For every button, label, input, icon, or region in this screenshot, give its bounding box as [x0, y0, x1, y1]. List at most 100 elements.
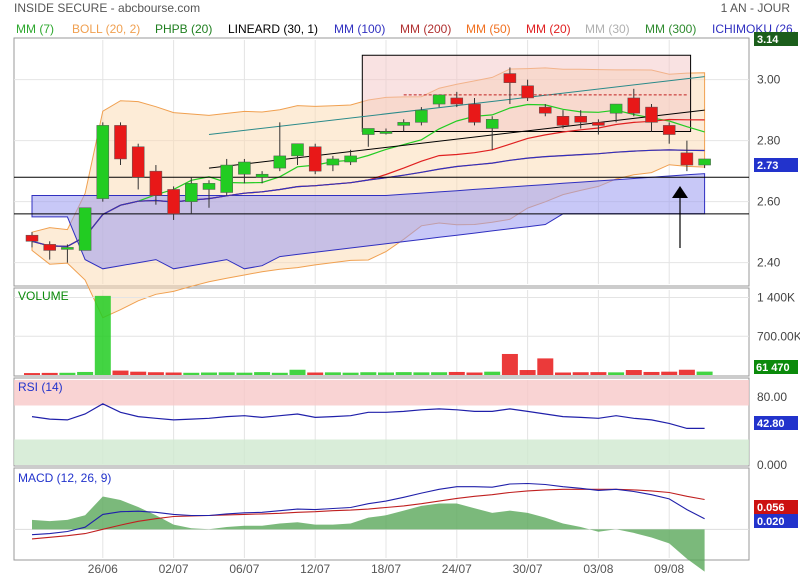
volume-bar: [201, 372, 217, 375]
volume-bar: [218, 372, 235, 375]
overlays: [14, 54, 749, 319]
volume-tick-label: 700.00K: [757, 329, 800, 343]
candle-body: [202, 183, 216, 190]
candlesticks: [25, 67, 711, 263]
candle-body: [627, 97, 641, 114]
high-value-box: [754, 32, 798, 46]
y-tick-label: 2.80: [757, 134, 781, 148]
candle-body: [326, 158, 340, 166]
legend-mm200: MM (200): [400, 22, 451, 36]
candle-body: [539, 106, 552, 114]
candle-body: [432, 94, 446, 105]
candle-body: [450, 97, 464, 105]
x-tick-label: 26/06: [88, 562, 118, 576]
volume-panel-frame: [13, 287, 750, 377]
macd-value-label: 0.020: [757, 516, 785, 528]
volume-bar: [431, 372, 448, 375]
macd-value-box: [754, 514, 798, 528]
macd-histogram: [32, 496, 705, 572]
volume-bar: [24, 373, 40, 375]
candle-body: [220, 164, 233, 193]
volume-bar: [572, 372, 589, 375]
candle-body: [308, 146, 322, 172]
volume-bar: [519, 370, 536, 375]
volume-bar: [254, 372, 271, 375]
macd-title: MACD (12, 26, 9): [18, 471, 111, 485]
volume-bar: [625, 370, 642, 375]
high-value-label: 3.14: [757, 34, 779, 46]
chart-title: INSIDE SECURE - abcbourse.com: [14, 1, 200, 15]
x-tick-label: 12/07: [300, 562, 330, 576]
volume-bar: [59, 372, 76, 375]
volume-bar: [395, 372, 412, 375]
x-axis: 26/06 02/07 06/07 12/07 18/07 24/07 30/07 03/08…: [88, 562, 685, 576]
volume-tick-label: 1 400K: [757, 291, 795, 305]
candle-body: [273, 155, 287, 169]
last-price-box: [754, 158, 798, 172]
candle-body: [43, 244, 56, 251]
mm100-line: [31, 149, 705, 248]
rsi-oversold-zone: [14, 439, 749, 465]
legend-mm7: MM (7): [16, 22, 54, 36]
rsi-value-label: 42.80: [757, 418, 785, 430]
candle-body: [468, 103, 481, 123]
x-tick-label: 06/07: [229, 562, 259, 576]
volume-bar: [537, 358, 554, 375]
x-tick-label: 18/07: [371, 562, 401, 576]
volume-bars: 1 400K 700.00K: [14, 291, 800, 375]
rsi-line: [31, 403, 705, 429]
candle-body: [503, 73, 517, 83]
volume-bar: [661, 371, 678, 375]
candle-body: [25, 234, 39, 242]
candle-body: [415, 109, 428, 123]
volume-bar: [289, 369, 306, 375]
volume-bar: [678, 369, 695, 375]
legend-phpb: PHPB (20): [155, 22, 212, 36]
legend-mm30: MM (30): [585, 22, 630, 36]
candle-body: [185, 183, 198, 202]
rsi-overbought-zone: [14, 380, 749, 406]
candle-body: [680, 152, 694, 166]
candle-body: [238, 161, 251, 175]
volume-bar: [643, 371, 660, 375]
candle-body: [131, 146, 145, 178]
right-axis: 2.40 2.60 2.80 3.00: [757, 73, 781, 270]
candle-body: [96, 125, 110, 199]
legend-mm100: MM (100): [334, 22, 385, 36]
last-price-label: 2.73: [757, 160, 778, 172]
volume-bar: [501, 353, 518, 375]
candle-body: [698, 158, 711, 166]
linear-regression-line: [208, 109, 705, 169]
macd-plot: [14, 482, 749, 572]
signal-value-box: [754, 500, 798, 514]
y-tick-label: 2.40: [757, 256, 781, 270]
candle-body: [78, 207, 92, 251]
candle-body: [114, 125, 127, 160]
y-tick-label: 2.60: [757, 195, 781, 209]
candle-body: [662, 125, 676, 135]
volume-bar: [41, 372, 58, 375]
period-label: 1 AN - JOUR: [721, 1, 791, 15]
candle-body: [362, 128, 375, 135]
candle-body: [609, 103, 623, 114]
volume-bar: [147, 372, 164, 375]
rsi-value-box: [754, 416, 798, 430]
candle-body: [645, 106, 658, 123]
x-tick-label: 09/08: [654, 562, 684, 576]
x-tick-label: 03/08: [583, 562, 613, 576]
volume-bar: [130, 371, 147, 375]
volume-bar: [484, 371, 501, 375]
rsi-plot: 80.00 0.000: [14, 380, 787, 472]
rsi-tick-label: 0.000: [757, 458, 787, 472]
volume-bar: [413, 372, 430, 375]
legend-mm20: MM (20): [526, 22, 571, 36]
candle-body: [255, 173, 269, 178]
candle-body: [149, 170, 163, 196]
volume-value-box: [754, 360, 798, 374]
macd-line: [31, 482, 705, 536]
candle-body: [291, 143, 304, 157]
volume-bar: [342, 372, 359, 375]
volume-value-label: 61 470: [756, 362, 790, 374]
candle-body: [556, 116, 570, 126]
